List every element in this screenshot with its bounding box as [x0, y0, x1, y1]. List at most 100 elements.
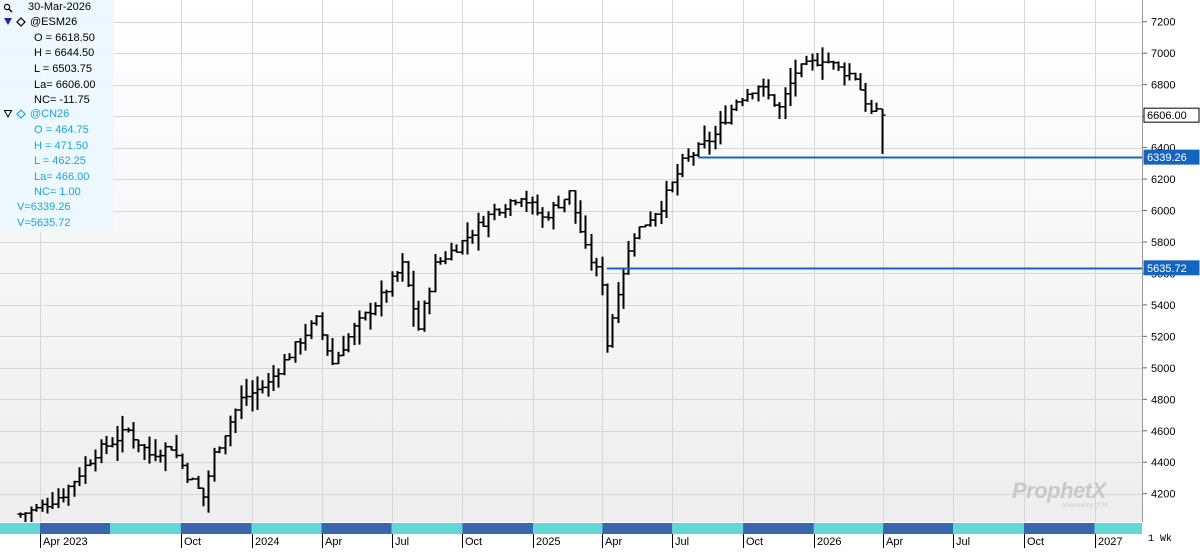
ohlc-bar[interactable]	[130, 422, 137, 449]
ohlc-bar[interactable]	[292, 341, 299, 363]
time-axis[interactable]: Apr 2023 Oct 2024 Apr Jul Oct 2025 Apr Jul Oct 202…	[0, 534, 1142, 548]
ohlc-bar[interactable]	[782, 87, 789, 120]
ohlc-bar[interactable]	[265, 373, 272, 397]
ohlc-bar[interactable]	[329, 338, 336, 366]
ohlc-bar[interactable]	[841, 62, 848, 86]
ohlc-bar[interactable]	[238, 385, 245, 420]
ohlc-bar[interactable]	[232, 408, 239, 434]
expand-triangle-icon[interactable]	[4, 110, 13, 118]
price-chart[interactable]	[0, 0, 1142, 522]
ohlc-bar[interactable]	[313, 315, 320, 326]
ohlc-bar[interactable]	[566, 189, 573, 205]
ohlc-bar[interactable]	[760, 78, 767, 97]
ohlc-bar[interactable]	[216, 446, 223, 454]
secondary-symbol[interactable]: @CN26	[30, 108, 70, 120]
ohlc-bar[interactable]	[33, 504, 40, 512]
ohlc-bar[interactable]	[415, 300, 422, 331]
ohlc-bar[interactable]	[669, 181, 676, 193]
ohlc-bar[interactable]	[776, 102, 783, 120]
ohlc-bar[interactable]	[281, 354, 288, 376]
ohlc-bar[interactable]	[135, 439, 142, 453]
ohlc-bar[interactable]	[49, 492, 56, 510]
ohlc-bar[interactable]	[620, 268, 627, 309]
ohlc-bar[interactable]	[389, 271, 396, 297]
ohlc-bar[interactable]	[152, 439, 159, 462]
ohlc-bar[interactable]	[44, 497, 51, 514]
ohlc-bar[interactable]	[205, 470, 212, 513]
ohlc-bar[interactable]	[636, 225, 643, 240]
ohlc-bar[interactable]	[814, 52, 821, 67]
ohlc-bar[interactable]	[259, 380, 266, 394]
ohlc-bar[interactable]	[663, 180, 670, 219]
ohlc-bar[interactable]	[609, 314, 616, 348]
ohlc-bar[interactable]	[765, 79, 772, 100]
ohlc-bar[interactable]	[545, 211, 552, 221]
ohlc-bar[interactable]	[701, 125, 708, 149]
ohlc-bar[interactable]	[803, 55, 810, 66]
ohlc-bar[interactable]	[572, 189, 579, 224]
price-axis[interactable]: 4200440046004800500052005400560058006000…	[1142, 0, 1200, 522]
ohlc-bar[interactable]	[749, 92, 756, 100]
ohlc-bar[interactable]	[706, 131, 713, 155]
ohlc-bar[interactable]	[593, 257, 600, 277]
ohlc-bar[interactable]	[679, 153, 686, 178]
ohlc-bar[interactable]	[103, 435, 110, 455]
ohlc-bar[interactable]	[857, 73, 864, 91]
ohlc-bar[interactable]	[179, 453, 186, 469]
ohlc-bar[interactable]	[146, 436, 153, 464]
ohlc-bar[interactable]	[378, 280, 385, 317]
ohlc-bar[interactable]	[28, 506, 35, 522]
ohlc-bar[interactable]	[65, 484, 72, 506]
ohlc-bar[interactable]	[173, 434, 180, 459]
ohlc-bar[interactable]	[555, 195, 562, 209]
ohlc-bar[interactable]	[862, 82, 869, 112]
ohlc-bar[interactable]	[550, 201, 557, 230]
ohlc-bar[interactable]	[195, 475, 202, 489]
ohlc-bar[interactable]	[512, 199, 519, 206]
ohlc-bar[interactable]	[523, 190, 530, 212]
ohlc-bar[interactable]	[335, 351, 342, 365]
ohlc-bar[interactable]	[324, 334, 331, 356]
ohlc-bar[interactable]	[17, 512, 24, 518]
ohlc-bar[interactable]	[119, 415, 126, 453]
ohlc-bar[interactable]	[356, 310, 363, 345]
ohlc-bar[interactable]	[846, 63, 853, 81]
ohlc-bar[interactable]	[561, 198, 568, 213]
ohlc-bar[interactable]	[652, 212, 659, 227]
ohlc-bar[interactable]	[340, 335, 347, 357]
ohlc-bar[interactable]	[469, 229, 476, 244]
ohlc-bar[interactable]	[222, 435, 229, 455]
ohlc-bar[interactable]	[464, 222, 471, 255]
ohlc-bar[interactable]	[631, 233, 638, 257]
ohlc-bar[interactable]	[744, 88, 751, 102]
ohlc-bar[interactable]	[485, 210, 492, 238]
ohlc-bar[interactable]	[254, 376, 261, 410]
ohlc-bar[interactable]	[835, 61, 842, 71]
ohlc-bar[interactable]	[873, 102, 880, 112]
ohlc-bar[interactable]	[577, 200, 584, 234]
ohlc-bar[interactable]	[599, 256, 606, 296]
ohlc-bar[interactable]	[582, 215, 589, 249]
ohlc-bar[interactable]	[879, 108, 886, 154]
ohlc-bar[interactable]	[507, 199, 514, 217]
chart-plot-area[interactable]	[0, 0, 1142, 522]
ohlc-bar[interactable]	[383, 289, 390, 303]
ohlc-bar[interactable]	[189, 477, 196, 481]
ohlc-bar[interactable]	[448, 242, 455, 261]
ohlc-bar[interactable]	[442, 251, 449, 265]
ohlc-bar[interactable]	[685, 148, 692, 162]
ohlc-bar[interactable]	[211, 447, 218, 482]
primary-symbol[interactable]: @ESM26	[30, 16, 78, 28]
ohlc-bar[interactable]	[722, 105, 729, 125]
ohlc-bar[interactable]	[496, 208, 503, 216]
ohlc-bar[interactable]	[475, 212, 482, 251]
ohlc-bar[interactable]	[604, 283, 611, 353]
ohlc-bar[interactable]	[755, 85, 762, 102]
ohlc-bar[interactable]	[647, 211, 654, 227]
ohlc-bar[interactable]	[625, 240, 632, 275]
ohlc-bar[interactable]	[319, 312, 326, 340]
ohlc-bar[interactable]	[539, 207, 546, 228]
ohlc-bar[interactable]	[690, 152, 697, 166]
ohlc-bar[interactable]	[819, 47, 826, 80]
ohlc-bar[interactable]	[372, 302, 379, 316]
